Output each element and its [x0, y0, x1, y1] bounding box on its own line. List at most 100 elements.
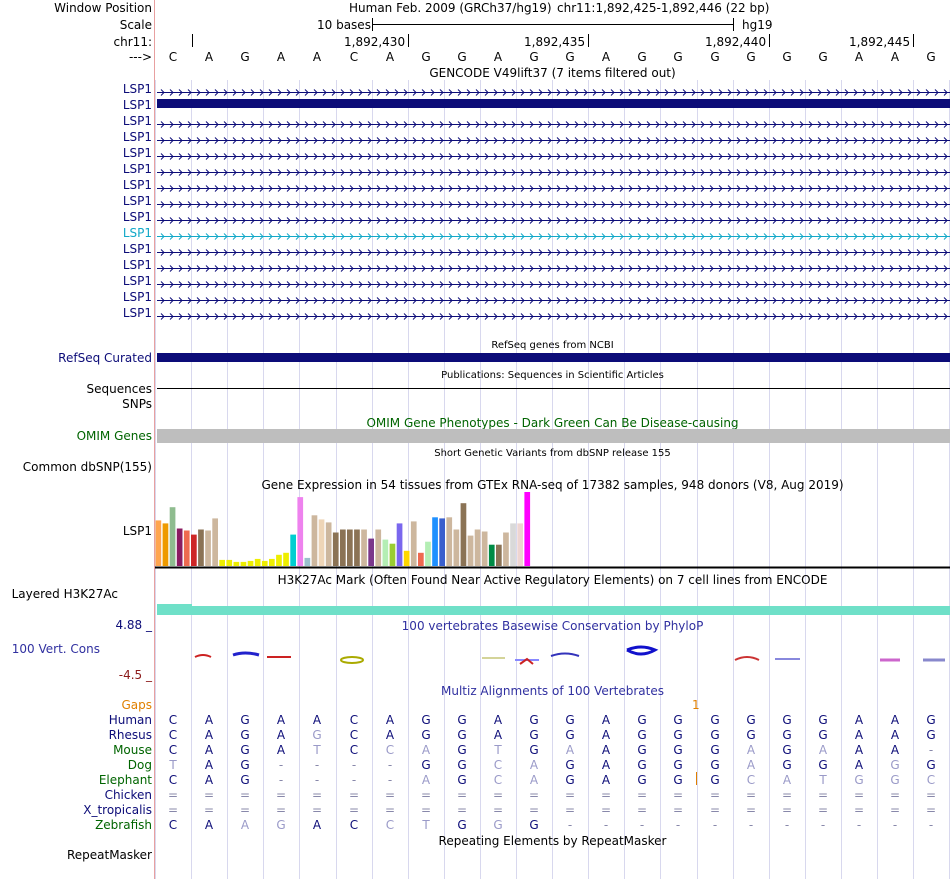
gencode-gene-label[interactable]: LSP1	[122, 162, 152, 176]
gtex-tissue-bar[interactable]	[418, 552, 424, 566]
gencode-gene-label[interactable]: LSP1	[122, 306, 152, 320]
gtex-tissue-bar[interactable]	[169, 507, 176, 566]
gencode-transcript-exon[interactable]	[157, 99, 950, 108]
gtex-tissue-bar[interactable]	[254, 558, 261, 566]
sequences-label[interactable]: Sequences	[86, 382, 152, 396]
gtex-tissue-bar[interactable]	[496, 544, 502, 566]
species-label-elephant[interactable]: Elephant	[98, 773, 152, 787]
gtex-tissue-bar[interactable]	[524, 492, 531, 566]
snps-label[interactable]: SNPs	[122, 397, 152, 411]
gtex-tissue-bar[interactable]	[354, 529, 360, 567]
gencode-gene-label[interactable]: LSP1	[122, 258, 152, 272]
gtex-tissue-bar[interactable]	[503, 532, 509, 567]
gencode-transcript-intron[interactable]	[157, 293, 950, 304]
gtex-tissue-bar[interactable]	[332, 532, 339, 567]
gtex-gene-label[interactable]: LSP1	[122, 524, 152, 538]
gtex-tissue-bar[interactable]	[446, 517, 453, 566]
gencode-gene-label[interactable]: LSP1	[122, 114, 152, 128]
gencode-gene-label[interactable]: LSP1	[122, 178, 152, 192]
gtex-tissue-bar[interactable]	[297, 497, 304, 566]
gencode-gene-label[interactable]: LSP1	[122, 82, 152, 96]
phylop-logos[interactable]	[155, 640, 950, 670]
gtex-tissue-bar[interactable]	[410, 521, 417, 566]
vert-cons-label[interactable]: 100 Vert. Cons	[11, 642, 100, 656]
gtex-tissue-bar[interactable]	[311, 515, 318, 566]
gencode-transcript-intron[interactable]	[157, 277, 950, 288]
layered-h3k27ac-label[interactable]: Layered H3K27Ac	[11, 587, 118, 601]
gtex-tissue-bar[interactable]	[347, 529, 353, 567]
repeatmasker-label[interactable]: RepeatMasker	[66, 848, 152, 862]
gtex-tissue-bar[interactable]	[240, 561, 247, 566]
gencode-gene-label[interactable]: LSP1	[122, 242, 152, 256]
gtex-tissue-bar[interactable]	[432, 517, 438, 566]
gtex-tissue-bar[interactable]	[198, 529, 204, 567]
gtex-tissue-bar[interactable]	[467, 535, 474, 566]
species-label-x-tropicalis[interactable]: X_tropicalis	[83, 803, 152, 817]
species-label-dog[interactable]: Dog	[127, 758, 152, 772]
gencode-transcript-intron[interactable]	[157, 117, 950, 128]
gtex-tissue-bar[interactable]	[340, 529, 346, 567]
species-label-zebrafish[interactable]: Zebrafish	[95, 818, 152, 832]
publications-line[interactable]	[157, 388, 950, 389]
gtex-tissue-bar[interactable]	[162, 523, 169, 566]
gtex-tissue-bar[interactable]	[212, 518, 218, 566]
gtex-tissue-bar[interactable]	[226, 559, 233, 566]
gencode-gene-label[interactable]: LSP1	[122, 130, 152, 144]
gencode-transcript-intron[interactable]	[157, 149, 950, 160]
refseq-gene-bar[interactable]	[157, 353, 950, 362]
gtex-tissue-bar[interactable]	[283, 552, 289, 566]
gencode-transcript-intron[interactable]	[157, 309, 950, 320]
gtex-tissue-bar[interactable]	[155, 520, 162, 566]
omim-gene-bar[interactable]	[157, 429, 950, 443]
gencode-gene-label[interactable]: LSP1	[122, 98, 152, 112]
gtex-tissue-bar[interactable]	[361, 529, 367, 567]
gencode-gene-label[interactable]: LSP1	[122, 226, 152, 240]
gencode-gene-label[interactable]: LSP1	[122, 290, 152, 304]
h3k27ac-signal[interactable]	[192, 606, 950, 615]
gencode-transcript-intron[interactable]	[157, 229, 950, 240]
gtex-tissue-bar[interactable]	[247, 560, 254, 566]
gtex-tissue-bar[interactable]	[176, 528, 183, 567]
gencode-transcript-intron[interactable]	[157, 85, 950, 96]
gtex-tissue-bar[interactable]	[425, 541, 431, 566]
refseq-curated-label[interactable]: RefSeq Curated	[58, 351, 152, 365]
species-label-chicken[interactable]: Chicken	[104, 788, 152, 802]
gtex-chart[interactable]	[155, 492, 950, 570]
gencode-transcript-intron[interactable]	[157, 213, 950, 224]
gtex-tissue-bar[interactable]	[233, 561, 240, 566]
h3k27ac-signal-peak[interactable]	[157, 604, 192, 615]
gtex-tissue-bar[interactable]	[276, 554, 282, 566]
gtex-tissue-bar[interactable]	[439, 518, 445, 566]
gtex-tissue-bar[interactable]	[219, 559, 225, 566]
gtex-tissue-bar[interactable]	[183, 530, 190, 567]
gtex-tissue-bar[interactable]	[389, 543, 396, 566]
gencode-transcript-intron[interactable]	[157, 133, 950, 144]
gtex-tissue-bar[interactable]	[474, 529, 481, 567]
gencode-transcript-intron[interactable]	[157, 165, 950, 176]
gencode-transcript-intron[interactable]	[157, 181, 950, 192]
species-label-mouse[interactable]: Mouse	[113, 743, 152, 757]
gtex-tissue-bar[interactable]	[205, 530, 211, 567]
gtex-tissue-bar[interactable]	[382, 539, 389, 566]
gencode-transcript-intron[interactable]	[157, 261, 950, 272]
gtex-tissue-bar[interactable]	[375, 529, 382, 567]
gencode-gene-label[interactable]: LSP1	[122, 146, 152, 160]
gtex-tissue-bar[interactable]	[460, 503, 467, 566]
gtex-tissue-bar[interactable]	[325, 522, 332, 566]
species-label-human[interactable]: Human	[108, 713, 152, 727]
track-image[interactable]: Human Feb. 2009 (GRCh37/hg19) chr11:1,89…	[155, 0, 950, 879]
gtex-tissue-bar[interactable]	[318, 519, 325, 566]
common-dbsnp-label[interactable]: Common dbSNP(155)	[22, 460, 152, 474]
gencode-transcript-intron[interactable]	[157, 197, 950, 208]
gtex-tissue-bar[interactable]	[453, 529, 460, 567]
gtex-tissue-bar[interactable]	[510, 523, 516, 566]
gtex-tissue-bar[interactable]	[191, 534, 197, 566]
gencode-gene-label[interactable]: LSP1	[122, 210, 152, 224]
gtex-tissue-bar[interactable]	[304, 557, 311, 566]
gtex-tissue-bar[interactable]	[269, 558, 275, 566]
gtex-tissue-bar[interactable]	[517, 523, 523, 566]
gencode-gene-label[interactable]: LSP1	[122, 194, 152, 208]
gencode-transcript-intron[interactable]	[157, 245, 950, 256]
omim-genes-label[interactable]: OMIM Genes	[76, 429, 152, 443]
gtex-tissue-bar[interactable]	[290, 534, 296, 566]
